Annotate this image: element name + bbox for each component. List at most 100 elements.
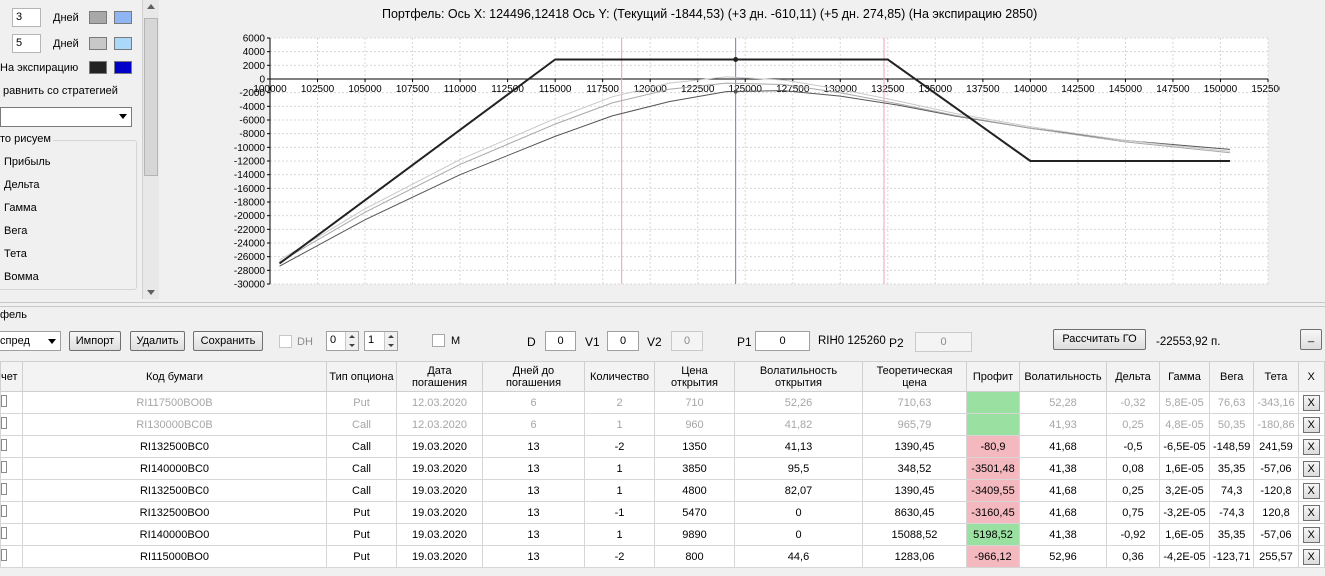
color-swatch-days-1-alt[interactable] [114, 11, 132, 24]
row-checkbox[interactable] [1, 483, 7, 495]
table-row[interactable]: RI115000BO0 Put 19.03.2020 13 -2 800 44,6 1283,… [0, 545, 1325, 568]
spin-buttons-2[interactable] [384, 332, 397, 350]
col-header-code[interactable]: Код бумаги [22, 361, 327, 392]
color-swatch-expiry-alt[interactable] [114, 61, 132, 74]
row-checkbox[interactable] [1, 527, 7, 539]
table-row[interactable]: RI132500BC0 Call 19.03.2020 13 -2 1350 41,13 13… [0, 435, 1325, 458]
col-header-days-to-expiry[interactable]: Дней до погашения [482, 361, 585, 392]
draw-item-theta[interactable]: Тета [4, 248, 27, 260]
days-input-2[interactable]: 5 [12, 34, 41, 53]
col-header-expiry-date[interactable]: Дата погашения [396, 361, 483, 392]
save-button[interactable]: Сохранить [193, 331, 263, 351]
p2-input[interactable]: 0 [915, 332, 972, 352]
row-select-cell[interactable] [0, 545, 23, 568]
row-select-cell[interactable] [0, 391, 23, 414]
remove-row-button[interactable]: X [1302, 460, 1320, 477]
col-header-profit[interactable]: Профит [966, 361, 1020, 392]
col-header-theoretical-price[interactable]: Теоретическая цена [862, 361, 967, 392]
row-select-cell[interactable] [0, 479, 23, 502]
draw-item-profit[interactable]: Прибыль [4, 156, 51, 168]
scroll-thumb[interactable] [144, 18, 158, 176]
row-checkbox[interactable] [1, 395, 7, 407]
table-row[interactable]: RI140000BC0 Call 19.03.2020 13 1 3850 95,5 348,… [0, 457, 1325, 480]
row-select-cell[interactable] [0, 523, 23, 546]
compare-strategy-label: равнить со стратегией [3, 85, 118, 97]
table-row[interactable]: RI117500BO0B Put 12.03.2020 6 2 710 52,26 710,6… [0, 391, 1325, 414]
color-swatch-expiry[interactable] [89, 61, 107, 74]
row-select-cell[interactable] [0, 457, 23, 480]
v2-input[interactable]: 0 [671, 331, 703, 351]
code-cell: RI132500BC0 [22, 435, 327, 458]
table-row[interactable]: RI132500BO0 Put 19.03.2020 13 -1 5470 0 8630,45… [0, 501, 1325, 524]
days-input-1[interactable]: 3 [12, 8, 41, 27]
scroll-down-icon[interactable] [147, 290, 155, 295]
collapse-button[interactable]: _ [1300, 329, 1322, 350]
draw-item-vega[interactable]: Вега [4, 225, 28, 237]
y-tick-label: -6000 [239, 116, 265, 127]
panel-splitter[interactable] [0, 302, 1325, 307]
table-row[interactable]: RI130000BC0B Call 12.03.2020 6 1 960 41,82 965,… [0, 413, 1325, 436]
scroll-up-icon[interactable] [147, 4, 155, 9]
row-checkbox[interactable] [1, 461, 7, 473]
theta-cell: -120,8 [1253, 479, 1299, 502]
col-header-theta[interactable]: Тета [1253, 361, 1299, 392]
remove-row-button[interactable]: X [1302, 394, 1320, 411]
option-type-cell: Put [326, 501, 397, 524]
remove-row-button[interactable]: X [1302, 504, 1320, 521]
col-header-vega[interactable]: Вега [1208, 361, 1255, 392]
dh-checkbox[interactable] [279, 335, 292, 348]
import-button[interactable]: Импорт [69, 331, 121, 351]
compare-strategy-select[interactable] [0, 107, 132, 127]
remove-cell: X [1297, 545, 1325, 568]
draw-item-delta[interactable]: Дельта [4, 179, 40, 191]
vega-cell: 74,3 [1208, 479, 1255, 502]
row-checkbox[interactable] [1, 439, 7, 451]
remove-row-button[interactable]: X [1302, 482, 1320, 499]
p1-input[interactable]: 0 [755, 331, 810, 351]
row-checkbox[interactable] [1, 417, 7, 429]
d-input[interactable]: 0 [545, 331, 576, 351]
table-row[interactable]: RI140000BO0 Put 19.03.2020 13 1 9890 0 15088,52… [0, 523, 1325, 546]
m-checkbox[interactable] [432, 334, 445, 347]
remove-cell: X [1297, 523, 1325, 546]
col-header-gamma[interactable]: Гамма [1159, 361, 1210, 392]
row-select-cell[interactable] [0, 413, 23, 436]
row-select-cell[interactable] [0, 501, 23, 524]
row-checkbox[interactable] [1, 505, 7, 517]
draw-item-gamma[interactable]: Гамма [4, 202, 37, 214]
col-header-delta[interactable]: Дельта [1106, 361, 1160, 392]
remove-row-button[interactable]: X [1302, 526, 1320, 543]
remove-row-button[interactable]: X [1302, 548, 1320, 565]
option-type-cell: Put [326, 523, 397, 546]
row-checkbox[interactable] [1, 549, 7, 561]
open-volatility-cell: 52,26 [734, 391, 863, 414]
color-swatch-days-1[interactable] [89, 11, 107, 24]
remove-row-button[interactable]: X [1302, 416, 1320, 433]
payoff-chart[interactable]: 6000 4000 2000 0 -2000 -4000 -6000 -8000 -10000 -… [160, 30, 1280, 292]
spin-input-1[interactable]: 0 [326, 331, 359, 351]
calculate-margin-button[interactable]: Рассчитать ГО [1053, 329, 1146, 350]
color-swatch-days-2-alt[interactable] [114, 37, 132, 50]
remove-row-button[interactable]: X [1302, 438, 1320, 455]
color-swatch-days-2[interactable] [89, 37, 107, 50]
col-header-option-type[interactable]: Тип опциона [326, 361, 397, 392]
expiry-date-cell: 19.03.2020 [396, 523, 483, 546]
table-row[interactable]: RI132500BC0 Call 19.03.2020 13 1 4800 82,07 139… [0, 479, 1325, 502]
col-header-account[interactable]: чет [0, 361, 23, 392]
expiry-label: На экспирацию [0, 62, 79, 74]
row-select-cell[interactable] [0, 435, 23, 458]
spin-input-2[interactable]: 1 [364, 331, 398, 351]
col-header-quantity[interactable]: Количество [584, 361, 655, 392]
left-panel-scrollbar[interactable] [142, 0, 159, 299]
delete-button[interactable]: Удалить [130, 331, 185, 351]
col-header-open-volatility[interactable]: Волатильность открытия [734, 361, 863, 392]
theoretical-price-cell: 15088,52 [862, 523, 967, 546]
x-tick-label: 150000 [1204, 84, 1238, 95]
draw-item-vomma[interactable]: Вомма [4, 271, 39, 283]
spin-buttons-1[interactable] [345, 332, 358, 350]
v1-input[interactable]: 0 [607, 331, 639, 351]
col-header-open-price[interactable]: Цена открытия [654, 361, 735, 392]
strategy-select[interactable]: спред [0, 331, 61, 351]
col-header-volatility[interactable]: Волатильность [1019, 361, 1107, 392]
volatility-cell: 52,28 [1019, 391, 1107, 414]
